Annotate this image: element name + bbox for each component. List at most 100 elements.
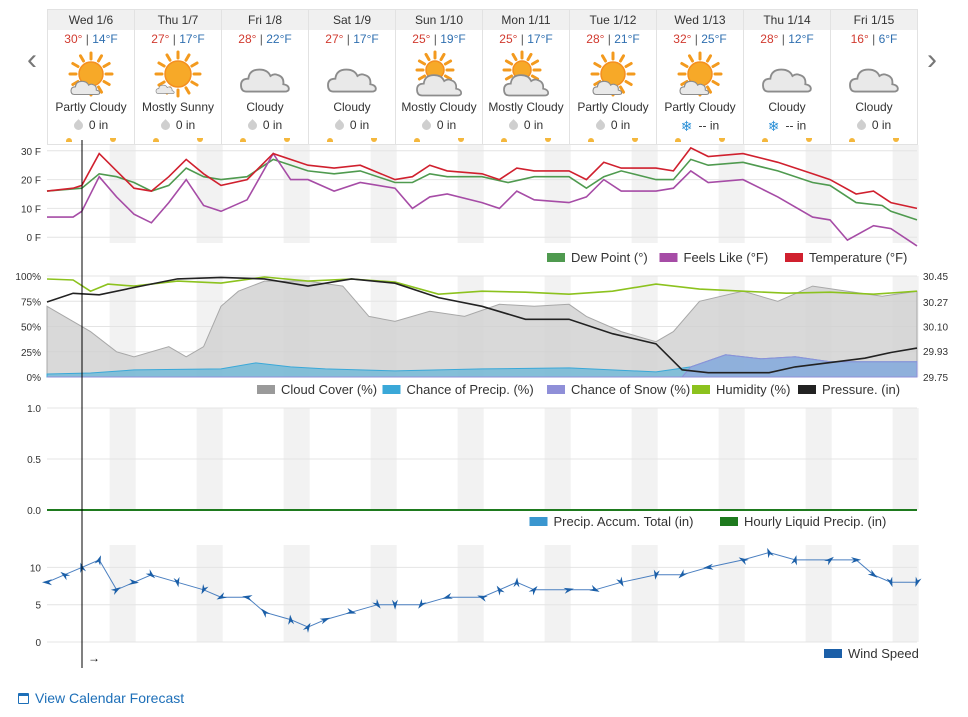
sunset-icon bbox=[893, 138, 899, 142]
wind-direction-arrow bbox=[345, 607, 357, 614]
precip-amount: 0 in bbox=[135, 118, 221, 133]
wind-direction-arrow bbox=[60, 571, 71, 581]
precip-value: -- in bbox=[785, 118, 807, 133]
precip-amount: 0 in bbox=[483, 118, 569, 133]
raindrop-icon bbox=[506, 119, 520, 133]
wind-direction-arrow bbox=[110, 587, 121, 595]
day-temperatures: 27° | 17°F bbox=[151, 32, 205, 46]
day-temperatures: 25° | 17°F bbox=[499, 32, 553, 46]
legend-label: Wind Speed bbox=[848, 646, 919, 661]
night-band bbox=[718, 145, 745, 243]
day-column[interactable]: Thu 1/7 27° | 17°F Mostly Sunny 0 in bbox=[135, 10, 222, 144]
partly-cloudy-icon bbox=[68, 51, 114, 97]
view-calendar-forecast-link[interactable]: View Calendar Forecast bbox=[18, 690, 184, 706]
sunset-icon bbox=[632, 138, 638, 142]
next-days-arrow[interactable]: › bbox=[927, 43, 937, 76]
sunset-icon bbox=[110, 138, 116, 142]
sunset-icon bbox=[371, 138, 377, 142]
wind-direction-arrow bbox=[791, 555, 797, 566]
precip-amount: 0 in bbox=[48, 118, 134, 133]
wind-direction-arrow bbox=[391, 599, 398, 610]
condition-text: Cloudy bbox=[246, 100, 284, 114]
cloudy-icon bbox=[327, 68, 377, 93]
condition-text: Mostly Sunny bbox=[141, 100, 215, 114]
previous-days-arrow[interactable]: ‹ bbox=[27, 43, 37, 76]
day-temperatures: 25° | 19°F bbox=[412, 32, 466, 46]
raindrop-icon bbox=[245, 119, 259, 133]
night-band bbox=[631, 545, 658, 642]
y-tick-label: 25% bbox=[21, 348, 41, 359]
day-temperatures: 28° | 22°F bbox=[238, 32, 292, 46]
day-date: Sat 1/9 bbox=[309, 10, 395, 30]
raindrop-icon bbox=[854, 119, 868, 133]
low-temp: 17°F bbox=[527, 32, 553, 46]
day-column[interactable]: Tue 1/12 28° | 21°F Partly Cloudy 0 in bbox=[570, 10, 657, 144]
high-temp: 25° bbox=[412, 32, 431, 46]
sunset-icon bbox=[197, 138, 203, 142]
day-column[interactable]: Thu 1/14 28° | 12°F Cloudy ❄ -- in bbox=[744, 10, 831, 144]
mostly-cloudy-icon bbox=[415, 50, 463, 97]
day-date: Sun 1/10 bbox=[396, 10, 482, 30]
y-tick-label: 0.5 bbox=[27, 455, 41, 466]
y-tick-label: 20 F bbox=[21, 176, 41, 187]
day-date: Wed 1/6 bbox=[48, 10, 134, 30]
high-temp: 32° bbox=[673, 32, 692, 46]
wind-direction-arrow bbox=[319, 617, 331, 625]
cloudy-icon bbox=[849, 68, 899, 93]
low-temp: 22°F bbox=[266, 32, 292, 46]
day-date: Fri 1/8 bbox=[222, 10, 308, 30]
day-column[interactable]: Fri 1/15 16° | 6°F Cloudy 0 in bbox=[831, 10, 918, 144]
day-date: Thu 1/14 bbox=[744, 10, 830, 30]
cloudy-icon bbox=[240, 68, 290, 93]
precip-amount: ❄ -- in bbox=[744, 118, 830, 135]
night-band bbox=[196, 145, 223, 243]
condition-text: Partly Cloudy bbox=[577, 100, 649, 114]
series-line bbox=[46, 146, 918, 210]
y-tick-label: 0 F bbox=[27, 233, 41, 244]
legend-label: Humidity (%) bbox=[716, 382, 790, 397]
y2-tick-label: 30.45 bbox=[923, 272, 948, 283]
day-column[interactable]: Mon 1/11 25° | 17°F Mostly Cloudy 0 in bbox=[483, 10, 570, 144]
legend-label: Precip. Accum. Total (in) bbox=[554, 514, 694, 529]
day-column[interactable]: Sun 1/10 25° | 19°F Mostly Cloudy 0 in bbox=[396, 10, 483, 144]
raindrop-icon bbox=[593, 119, 607, 133]
wind-direction-arrow bbox=[442, 592, 453, 599]
wind-direction-arrow bbox=[372, 598, 381, 609]
day-column[interactable]: Wed 1/13 32° | 25°F Partly Cloudy ❄ -- in bbox=[657, 10, 744, 144]
wind-direction-arrow bbox=[703, 563, 714, 570]
high-temp: 28° bbox=[238, 32, 257, 46]
legend-swatch bbox=[547, 253, 565, 262]
wind-direction-arrow bbox=[173, 576, 180, 588]
wind-direction-arrow bbox=[653, 569, 660, 580]
legend-swatch bbox=[798, 385, 816, 394]
legend-label: Temperature (°F) bbox=[809, 250, 907, 265]
calendar-icon bbox=[18, 692, 29, 704]
time-arrow: → bbox=[88, 651, 100, 665]
snowflake-icon: ❄ bbox=[767, 118, 780, 134]
precip-amount: 0 in bbox=[222, 118, 308, 133]
y-tick-label: 10 bbox=[30, 563, 42, 574]
day-column[interactable]: Fri 1/8 28° | 22°F Cloudy 0 in bbox=[222, 10, 309, 144]
wind-direction-arrow bbox=[145, 569, 156, 579]
wind-direction-arrow bbox=[513, 577, 520, 588]
day-column[interactable]: Sat 1/9 27° | 17°F Cloudy 0 in bbox=[309, 10, 396, 144]
night-band bbox=[109, 545, 136, 642]
wind-direction-arrow bbox=[589, 584, 600, 592]
wind-direction-arrow bbox=[886, 576, 893, 588]
night-band bbox=[718, 545, 745, 642]
sunset-icon bbox=[806, 138, 812, 142]
sunset-icon bbox=[719, 138, 725, 142]
y-tick-label: 0% bbox=[27, 373, 42, 384]
sunset-icon bbox=[458, 138, 464, 142]
night-band bbox=[892, 145, 919, 243]
sunrise-icon bbox=[240, 138, 246, 142]
day-date: Wed 1/13 bbox=[657, 10, 743, 30]
precip-amount: 0 in bbox=[396, 118, 482, 133]
wind-direction-arrow bbox=[850, 557, 862, 564]
y-tick-label: 75% bbox=[21, 297, 41, 308]
night-band bbox=[457, 545, 484, 642]
precip-value: 0 in bbox=[262, 118, 283, 132]
wind-direction-arrow bbox=[824, 556, 834, 566]
day-column[interactable]: Wed 1/6 30° | 14°F Partly Cloudy 0 in bbox=[48, 10, 135, 144]
high-temp: 28° bbox=[586, 32, 605, 46]
